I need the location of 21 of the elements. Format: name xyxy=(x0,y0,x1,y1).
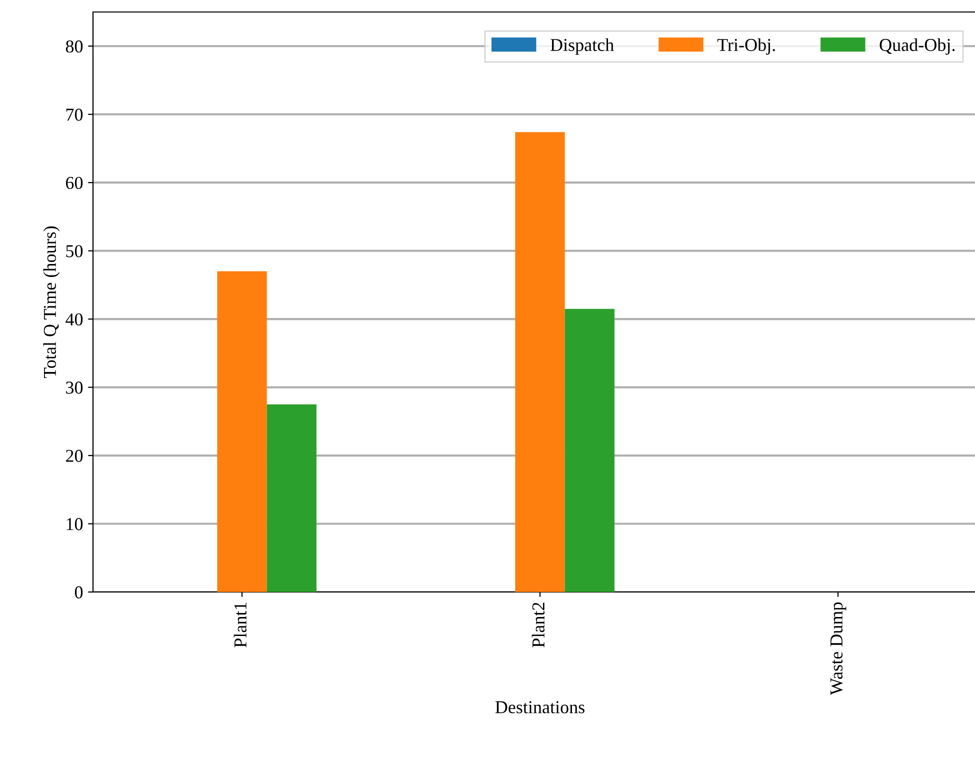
y-tick-label: 50 xyxy=(66,245,83,258)
y-tick-label: 0 xyxy=(74,586,83,598)
x-tick-label: Plant2 xyxy=(532,602,545,648)
x-tick-label: Plant1 xyxy=(234,602,247,648)
y-tick-label: 40 xyxy=(66,313,83,326)
y-tick-label: 60 xyxy=(66,176,83,190)
legend-label: Quad-Obj. xyxy=(880,38,955,55)
legend-label: Dispatch xyxy=(550,38,614,55)
x-tick-label: Waste Dump xyxy=(830,602,846,696)
y-tick-label: 20 xyxy=(66,450,83,462)
y-axis-title: Total Q Time (hours) xyxy=(43,226,60,378)
bar xyxy=(217,271,267,592)
bar xyxy=(266,404,316,592)
y-tick-label: 70 xyxy=(66,108,83,121)
bar xyxy=(515,132,565,592)
y-tick-label: 80 xyxy=(66,40,83,53)
y-tick-label: 30 xyxy=(66,382,83,394)
legend-label: Tri-Obj. xyxy=(717,38,775,55)
x-axis-title: Destinations xyxy=(495,701,584,714)
bar xyxy=(564,308,614,592)
y-tick-label: 10 xyxy=(66,518,83,530)
